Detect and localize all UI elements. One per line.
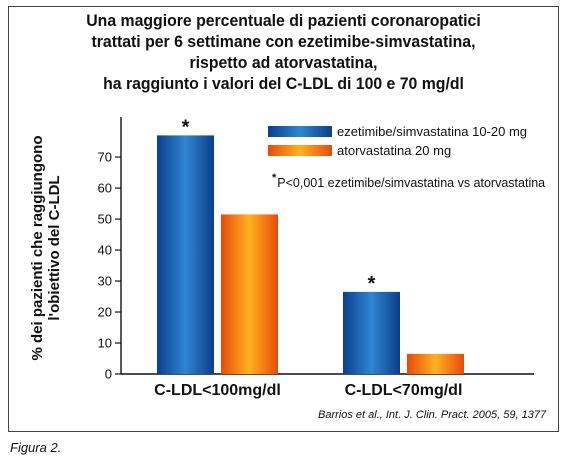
category-label: C-LDL<100mg/dl [154, 382, 281, 399]
y-tick-label: 40 [98, 243, 112, 258]
y-tick-label: 70 [98, 150, 112, 165]
bar [221, 214, 278, 374]
y-tick-label: 0 [105, 367, 112, 382]
legend-swatch [268, 145, 332, 156]
chart-title-line: Una maggiore percentuale di pazienti cor… [86, 11, 481, 30]
bar [157, 135, 214, 374]
chart-title-line: rispetto ad atorvastatina, [189, 53, 378, 72]
legend: ezetimibe/simvastatina 10-20 mg atorvast… [268, 122, 527, 160]
legend-label: atorvastatina 20 mg [337, 142, 452, 158]
chart-title: Una maggiore percentuale di pazienti cor… [27, 10, 539, 94]
significance-text: P<0,001 ezetimibe/simvastatina vs atorva… [277, 176, 546, 190]
source-citation: Barrios et al., Int. J. Clin. Pract. 200… [318, 409, 547, 421]
bar [407, 353, 464, 374]
chart-title-line: trattati per 6 settimane con ezetimibe-s… [91, 32, 476, 51]
figure-caption: Figura 2. [10, 440, 62, 455]
y-tick-label: 30 [98, 274, 112, 289]
chart-title-line: ha raggiunto i valori del C-LDL di 100 e… [103, 74, 464, 93]
y-tick-label: 60 [98, 181, 112, 196]
legend-item: ezetimibe/simvastatina 10-20 mg [268, 122, 527, 141]
legend-label: ezetimibe/simvastatina 10-20 mg [337, 123, 528, 139]
figure-frame [8, 6, 559, 432]
bar [343, 291, 400, 374]
significance-star: * [182, 116, 190, 138]
significance-marker: * [272, 172, 277, 184]
legend-item: atorvastatina 20 mg [268, 141, 527, 160]
y-tick-label: 20 [98, 305, 112, 320]
significance-note: *P<0,001 ezetimibe/simvastatina vs atorv… [272, 172, 545, 190]
y-tick-label: 10 [98, 336, 112, 351]
category-label: C-LDL<70mg/dl [345, 382, 463, 399]
legend-swatch [268, 126, 332, 137]
y-tick-label: 50 [98, 212, 112, 227]
significance-star: * [368, 273, 376, 295]
